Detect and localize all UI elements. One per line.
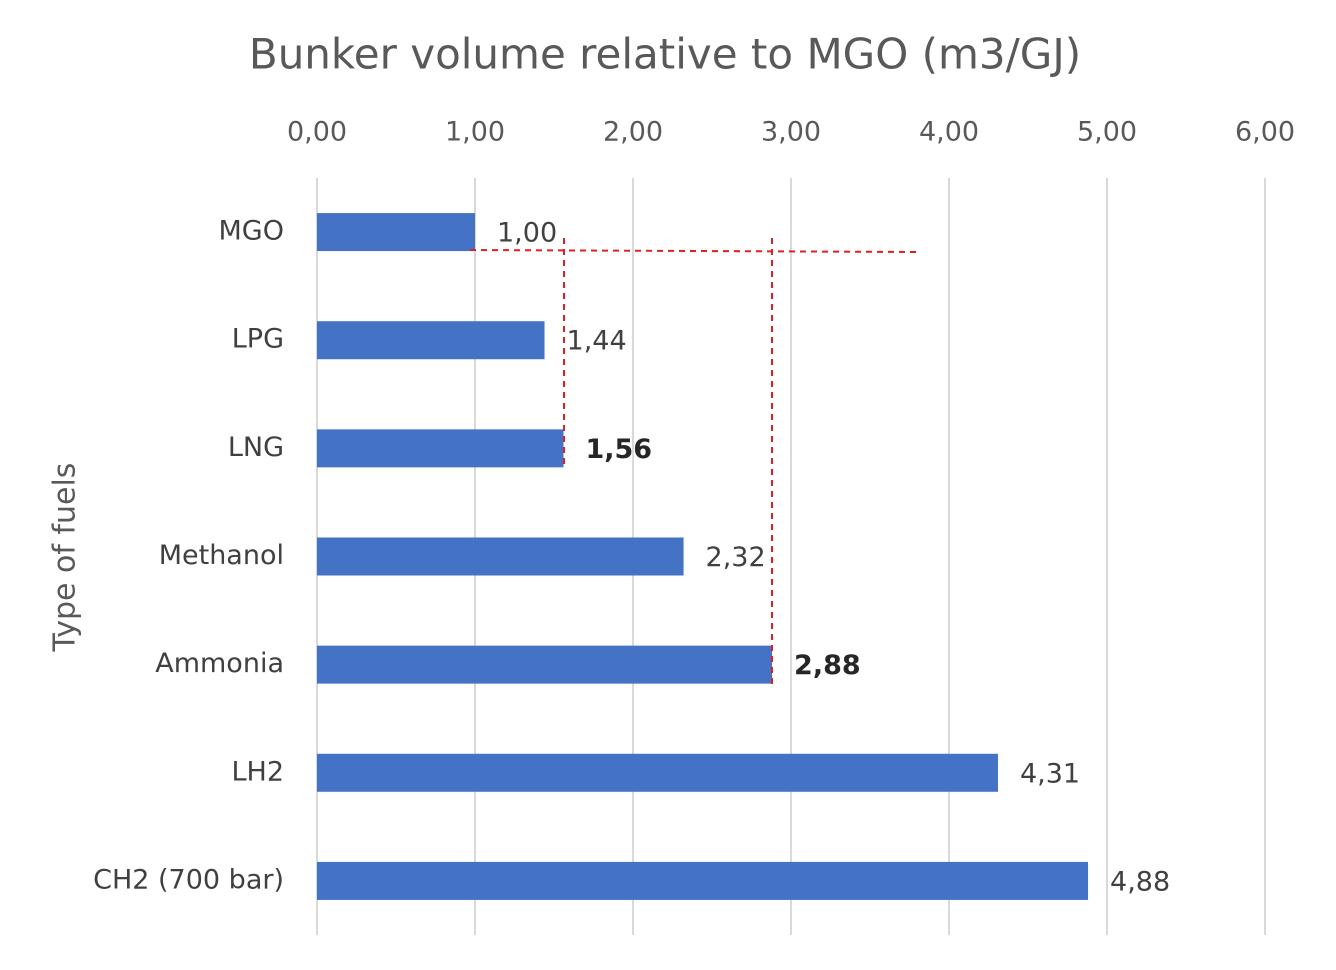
data-label: 2,88 — [794, 650, 861, 681]
x-tick-label: 5,00 — [1077, 117, 1137, 148]
data-label: 4,31 — [1020, 758, 1080, 789]
y-tick-label: LNG — [228, 432, 284, 463]
data-label: 1,00 — [497, 218, 557, 249]
bar — [317, 645, 773, 684]
x-tick-label: 2,00 — [603, 117, 663, 148]
data-label: 1,44 — [567, 326, 627, 357]
annotation-lines — [469, 238, 919, 686]
chart-title: Bunker volume relative to MGO (m3/GJ) — [249, 30, 1081, 79]
data-label: 4,88 — [1110, 866, 1170, 897]
bar — [317, 861, 1089, 900]
data-label: 1,56 — [585, 434, 652, 465]
bar — [317, 321, 545, 360]
bar — [317, 537, 684, 576]
x-tick-label: 0,00 — [287, 117, 347, 148]
y-axis-label: Type of fuels — [48, 463, 83, 653]
y-tick-label: Ammonia — [155, 648, 284, 679]
bar — [317, 213, 475, 252]
y-tick-label: Methanol — [159, 540, 284, 571]
y-tick-label: MGO — [219, 216, 284, 247]
y-tick-label: LPG — [232, 324, 284, 355]
x-tick-label: 1,00 — [445, 117, 505, 148]
data-label: 2,32 — [706, 542, 766, 573]
dashed-line — [469, 249, 919, 253]
plot-area: 0,00 1,00 2,00 3,00 4,00 5,00 6,00 MGO 1,00 LPG 1,… — [93, 117, 1295, 935]
bar — [317, 753, 998, 792]
y-tick-label: LH2 — [231, 756, 284, 787]
y-tick-label: CH2 (700 bar) — [93, 864, 284, 895]
x-tick-label: 6,00 — [1235, 117, 1295, 148]
x-tick-label: 4,00 — [919, 117, 979, 148]
bar — [317, 429, 564, 468]
x-tick-label: 3,00 — [761, 117, 821, 148]
